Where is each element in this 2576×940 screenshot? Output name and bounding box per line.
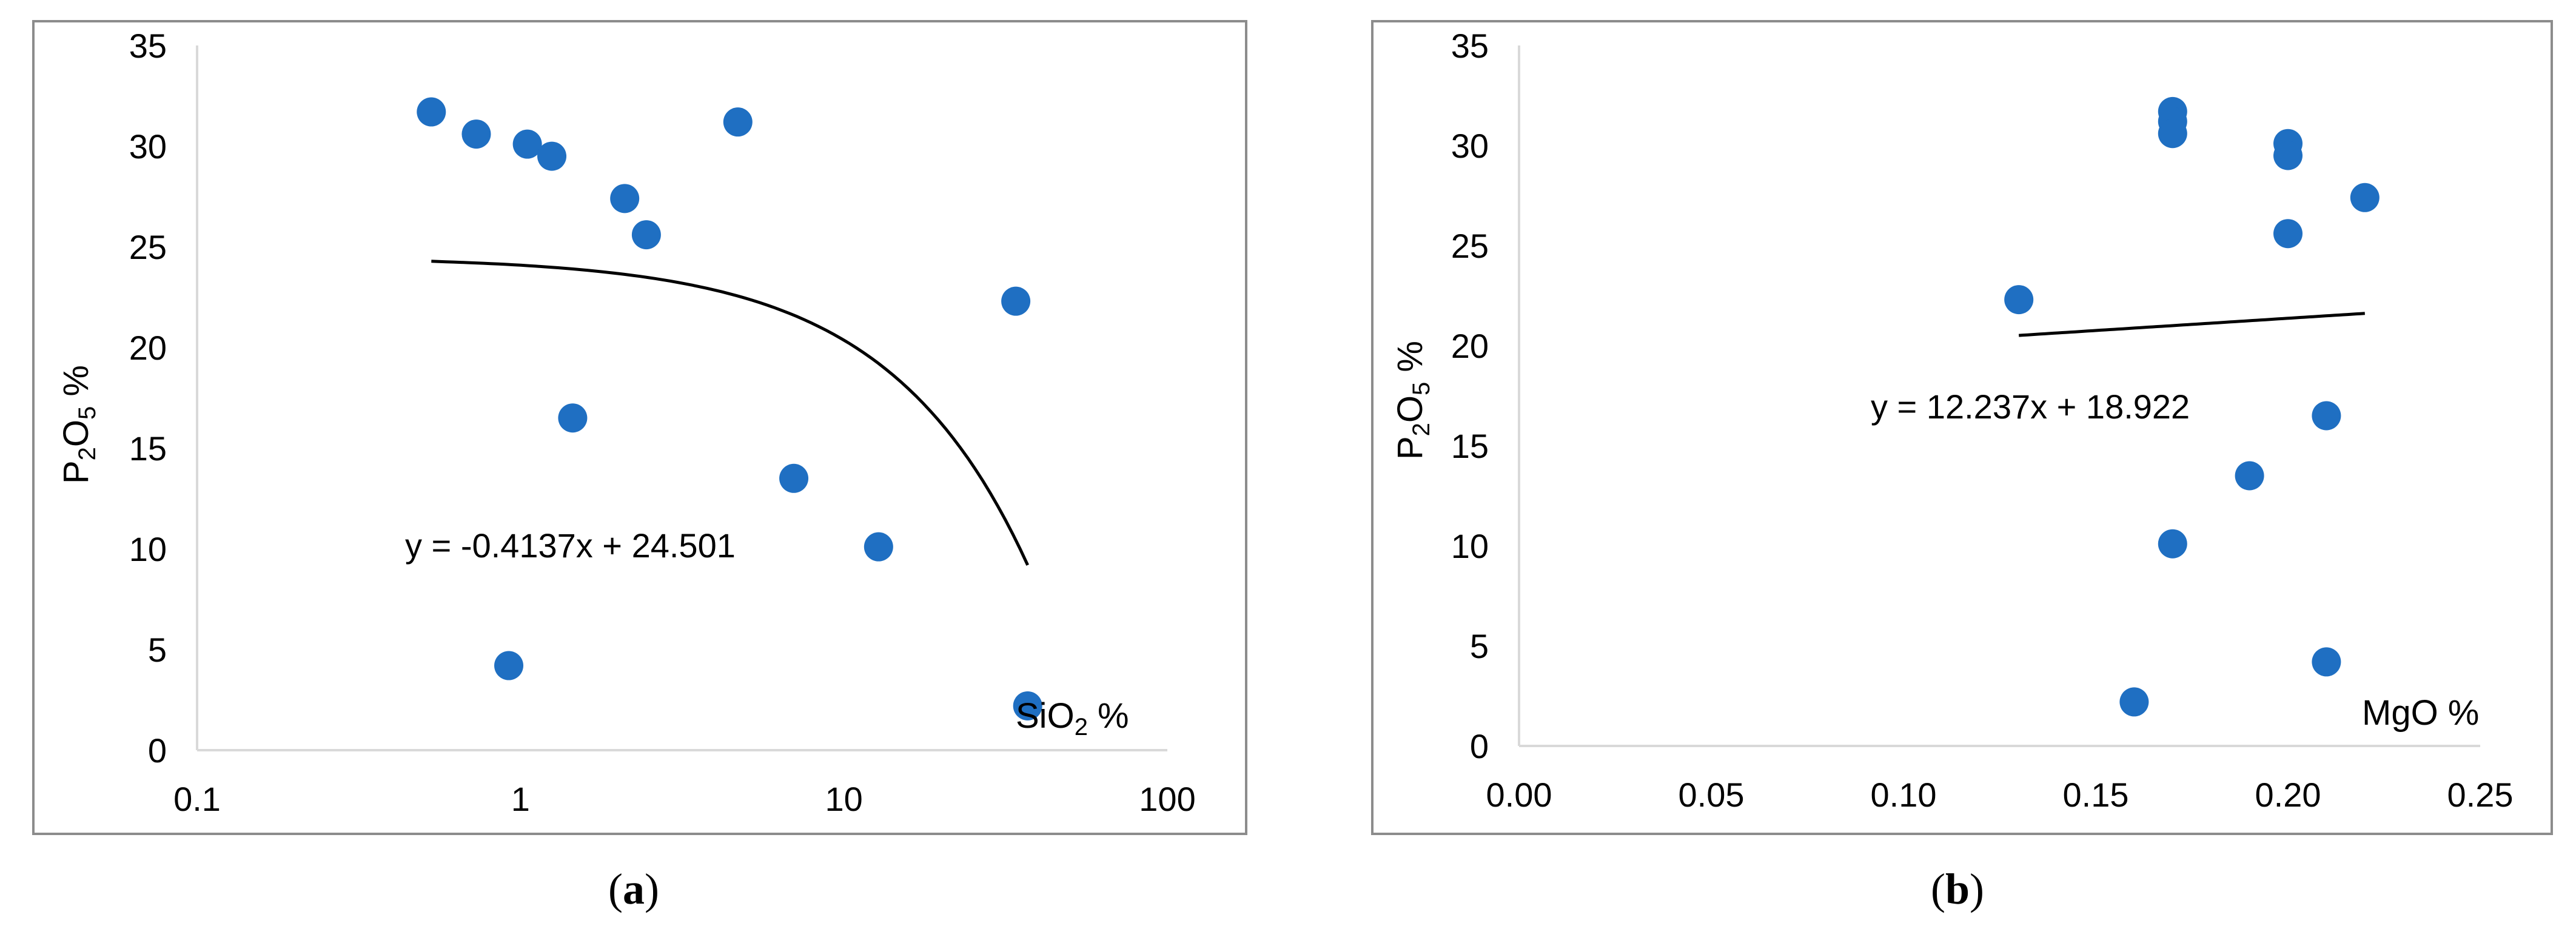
panel-a-y-axis-title: P2O5 % (56, 365, 101, 484)
panel-b-x-tick-label: 0.20 (2255, 776, 2321, 814)
panel-a-y-tick-label: 35 (129, 27, 167, 65)
panel-b-y-tick-label: 15 (1451, 427, 1489, 465)
panel-b-equation: y = 12.237x + 18.922 (1871, 388, 2190, 426)
panel-b-y-tick-label: 10 (1451, 527, 1489, 565)
panel-a-y-tick-label: 10 (129, 530, 167, 568)
panel-a-y-tick-label: 25 (129, 228, 167, 266)
panel-b-frame (1371, 20, 2553, 835)
panel-a-trendline (431, 260, 1029, 566)
panel-a-data-point (779, 463, 809, 493)
panel-a-x-tick-label: 100 (1139, 780, 1195, 818)
panel-a-data-point (1013, 691, 1042, 720)
panel-a-data-point (610, 184, 640, 213)
panel-a-y-tick-label: 30 (129, 127, 167, 166)
panel-a-chart: 0 5 10 15 20 25 30 35 0.1 1 10 100 y = -0.4137x + … (32, 20, 1247, 913)
panel-a-frame (32, 20, 1247, 835)
panel-a-x-tick-label: 0.1 (173, 780, 221, 818)
panel-a-points (417, 97, 1042, 720)
panel-b-label: (b) (1931, 865, 1984, 913)
panel-b-data-point (2119, 687, 2149, 717)
panel-b-points (2004, 96, 2380, 717)
panel-a-data-point (494, 651, 524, 680)
panel-b-data-point (2158, 119, 2187, 149)
panel-a-data-point (537, 141, 567, 171)
panel-b-x-tick-label: 0.25 (2447, 776, 2514, 814)
panel-b-x-tick-label: 0.05 (1679, 776, 1745, 814)
panel-a-x-axis-title: SiO2 % (1016, 696, 1129, 740)
panel-b-y-ticks: 0 5 10 15 20 25 30 35 (1451, 27, 1489, 765)
panel-a-data-point (512, 129, 542, 159)
panel-b-y-tick-label: 20 (1451, 327, 1489, 365)
panel-a-label: (a) (608, 865, 659, 913)
panel-a-data-point (631, 220, 661, 250)
panel-a-y-tick-label: 15 (129, 429, 167, 468)
panel-b-y-tick-label: 35 (1451, 27, 1489, 65)
panel-a-data-point (558, 403, 588, 433)
panel-a-y-tick-label: 0 (148, 731, 167, 770)
panel-a-label-letter: a (623, 865, 645, 913)
panel-b-label-letter: b (1945, 865, 1970, 913)
panel-b-x-ticks: 0.00 0.05 0.10 0.15 0.20 0.25 (1486, 776, 2514, 814)
panel-b-data-point (2158, 529, 2187, 559)
panel-a-equation: y = -0.4137x + 24.501 (405, 526, 736, 565)
panel-a-data-point (864, 532, 893, 562)
panel-b-data-point (2273, 141, 2303, 170)
panel-a-x-ticks: 0.1 1 10 100 (173, 780, 1196, 818)
panel-b-x-tick-label: 0.10 (1871, 776, 1937, 814)
panel-b-x-tick-label: 0.00 (1486, 776, 1552, 814)
panel-b-data-point (2004, 285, 2034, 315)
panel-b-data-point (2273, 219, 2303, 249)
panel-b-y-axis-title: P2O5 % (1390, 341, 1435, 460)
panel-a-data-point (1001, 286, 1031, 316)
panel-a-x-tick-label: 10 (825, 780, 863, 818)
panel-b-y-tick-label: 30 (1451, 127, 1489, 165)
panel-b-data-point (2312, 401, 2341, 431)
panel-a-x-tick-label: 1 (511, 780, 530, 818)
panel-a-y-tick-label: 5 (148, 631, 167, 669)
panel-a-data-point (417, 97, 446, 127)
panel-a-data-point (723, 107, 753, 137)
panel-b-data-point (2350, 183, 2380, 212)
panel-b-data-point (2312, 647, 2341, 677)
panel-b-y-tick-label: 0 (1470, 727, 1489, 765)
panel-a-y-tick-label: 20 (129, 329, 167, 367)
panel-a-y-ticks: 0 5 10 15 20 25 30 35 (129, 27, 167, 770)
panel-b-x-axis-title: MgO % (2362, 693, 2479, 733)
panel-b-data-point (2235, 461, 2264, 491)
panel-b-trendline (2019, 312, 2365, 337)
panel-a-data-point (461, 119, 491, 149)
panel-b-y-tick-label: 5 (1470, 627, 1489, 665)
panel-b-x-tick-label: 0.15 (2063, 776, 2129, 814)
panel-b-y-tick-label: 25 (1451, 227, 1489, 265)
